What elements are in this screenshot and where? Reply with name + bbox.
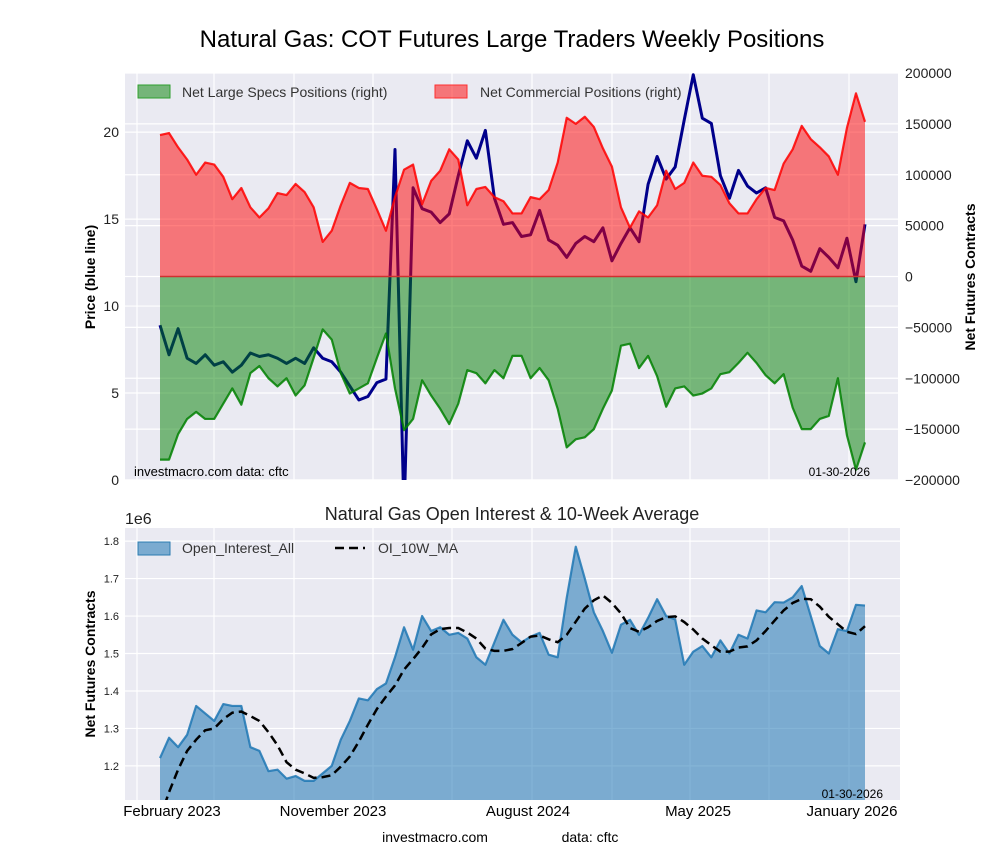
oi-title: Natural Gas Open Interest & 10-Week Aver… [325,504,700,524]
main-title: Natural Gas: COT Futures Large Traders W… [200,26,825,53]
left-axis-label: Price (blue line) [82,225,98,329]
right-tick-label: −100000 [905,370,960,386]
right-axis-label: Net Futures Contracts [962,203,978,350]
right-tick-label: −200000 [905,472,960,488]
oi-tick-label: 1.3 [104,723,119,735]
legend-oi-label: Open_Interest_All [182,540,294,556]
oi-tick-label: 1.8 [104,536,119,548]
right-tick-label: −150000 [905,421,960,437]
open-interest-area [160,546,865,800]
plot-area-1 [158,73,867,480]
x-tick-label: May 2025 [665,803,731,820]
legend-specs-swatch [137,84,171,99]
legend-commercial-swatch [434,84,468,99]
commercial-area [160,93,865,277]
left-tick-label: 10 [103,298,119,314]
oi-tick-label: 1.6 [104,611,119,623]
right-tick-label: −50000 [905,319,952,335]
x-tick-label: November 2023 [280,803,387,820]
date-label-1: 01-30-2026 [809,465,871,479]
x-tick-label: January 2026 [807,803,898,820]
legend-ma-label: OI_10W_MA [378,540,459,556]
specs-line [160,328,867,471]
left-tick-label: 15 [103,211,119,227]
legend-oi-swatch [137,541,171,556]
y-multiplier: 1e6 [125,511,152,528]
oi-tick-label: 1.4 [104,686,119,698]
left-tick-label: 20 [103,124,119,140]
right-tick-label: 0 [905,269,913,285]
plot-area-2 [158,545,866,800]
right-tick-label: 200000 [905,65,952,81]
legend-commercial-label: Net Commercial Positions (right) [480,84,682,100]
oi-tick-label: 1.2 [104,761,119,773]
date-label-2: 01-30-2026 [822,787,884,801]
right-tick-label: 100000 [905,167,952,183]
commercial-line [159,92,867,244]
x-tick-label: February 2023 [123,803,221,820]
left-tick-label: 0 [111,472,119,488]
specs-area [160,276,865,470]
legend-specs-label: Net Large Specs Positions (right) [182,84,387,100]
open-interest-line [158,545,866,782]
oi-axis-label: Net Futures Contracts [82,590,98,737]
oi-tick-label: 1.7 [104,574,119,586]
footer-site: investmacro.com [382,829,488,845]
footer-source: data: cftc [562,829,619,845]
oi-tick-label: 1.5 [104,649,119,661]
right-tick-label: 150000 [905,116,952,132]
oi-10w-ma-line [165,593,866,800]
left-tick-label: 5 [111,385,119,401]
right-tick-label: 50000 [905,218,944,234]
watermark-left: investmacro.com data: cftc [134,464,289,479]
x-tick-label: August 2024 [486,803,570,820]
